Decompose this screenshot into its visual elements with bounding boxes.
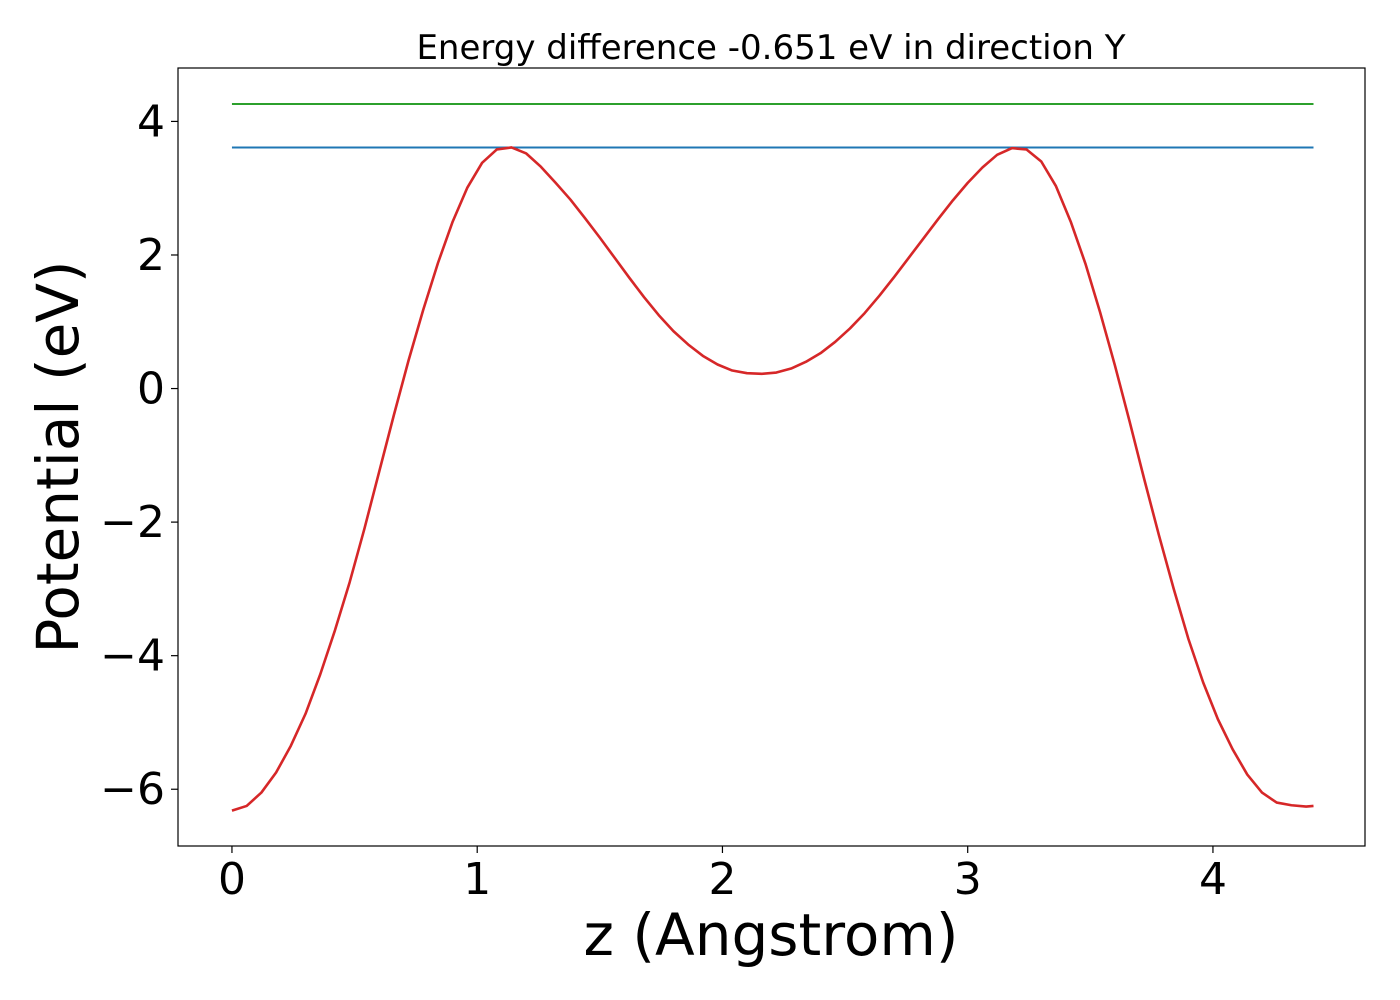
x-tick-label: 4 bbox=[1199, 854, 1227, 905]
x-axis: 0 1 2 3 4 bbox=[218, 846, 1227, 905]
x-tick-label: 0 bbox=[218, 854, 246, 905]
y-tick-label: −6 bbox=[100, 764, 165, 815]
y-tick-label: −2 bbox=[100, 497, 165, 548]
x-tick-label: 1 bbox=[463, 854, 491, 905]
chart-title: Energy difference -0.651 eV in direction… bbox=[416, 28, 1125, 68]
y-tick-label: −4 bbox=[100, 631, 165, 682]
series-layer bbox=[231, 103, 1314, 812]
y-tick-label: 0 bbox=[137, 364, 165, 415]
y-tick-label: 2 bbox=[137, 230, 165, 281]
y-tick-label: 4 bbox=[137, 96, 165, 147]
x-tick-label: 3 bbox=[954, 854, 982, 905]
x-axis-title: z (Angstrom) bbox=[584, 901, 959, 969]
plot-frame bbox=[177, 67, 1366, 847]
y-axis-title: Potential (eV) bbox=[24, 260, 92, 653]
series-line-potential bbox=[231, 146, 1314, 812]
x-tick-label: 2 bbox=[708, 854, 736, 905]
y-axis: −6 −4 −2 0 2 4 bbox=[100, 96, 178, 815]
